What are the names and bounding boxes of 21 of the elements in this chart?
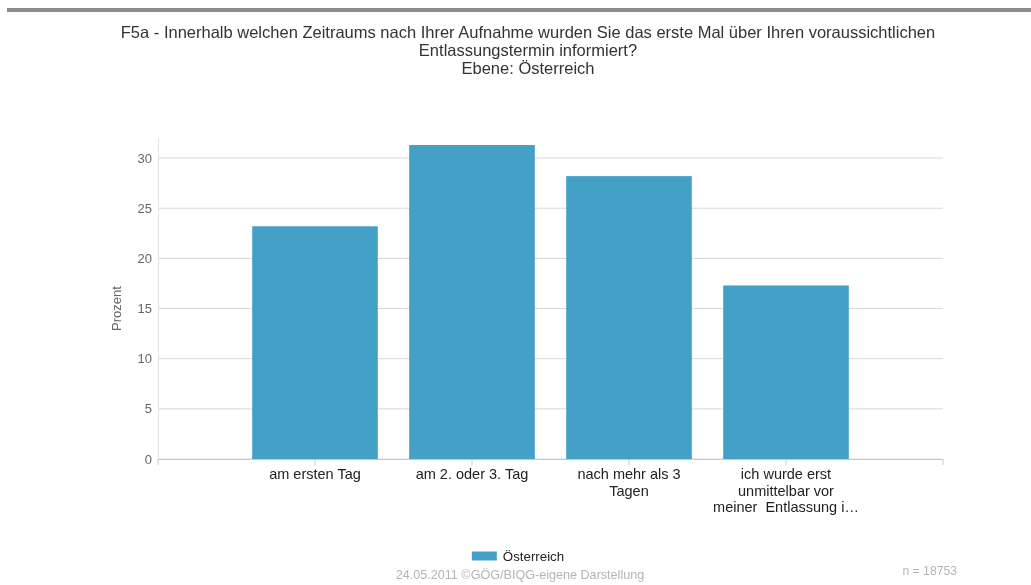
y-tick-label: 20 <box>137 250 152 266</box>
bar <box>566 176 692 459</box>
bar <box>723 285 849 459</box>
text: n = 18753 <box>902 564 958 578</box>
y-tick-label: 25 <box>137 200 152 216</box>
text: 24.05.2011 ©GÖG/BIQG-eigene Darstellung <box>395 568 645 582</box>
y-axis-title: Prozent <box>109 285 124 331</box>
x-tick-label: nach mehr als 3 Tagen <box>577 466 681 499</box>
chart-title: F5a - Innerhalb welchen Zeitraums nach Ihrer Aufnahme wurden Sie das erste Mal über Ihren voraussichtlichen Entlassungstermin informiert? <box>120 23 936 59</box>
y-tick-label: 15 <box>137 301 152 317</box>
chart-subtitle: Ebene: Österreich <box>461 59 595 77</box>
x-tick-label: ich wurde erst unmittelbar vor meiner Entlassung i… <box>713 466 859 515</box>
y-tick-label: 10 <box>137 351 152 367</box>
y-tick-label: 30 <box>137 150 152 166</box>
legend-label: Österreich <box>502 548 565 564</box>
y-tick-label: 0 <box>144 451 152 467</box>
y-tick-label: 5 <box>144 401 152 417</box>
bar <box>409 145 535 459</box>
x-tick-label: am 2. oder 3. Tag <box>415 466 529 482</box>
x-tick-label: am ersten Tag <box>269 466 361 482</box>
bar <box>252 226 378 459</box>
